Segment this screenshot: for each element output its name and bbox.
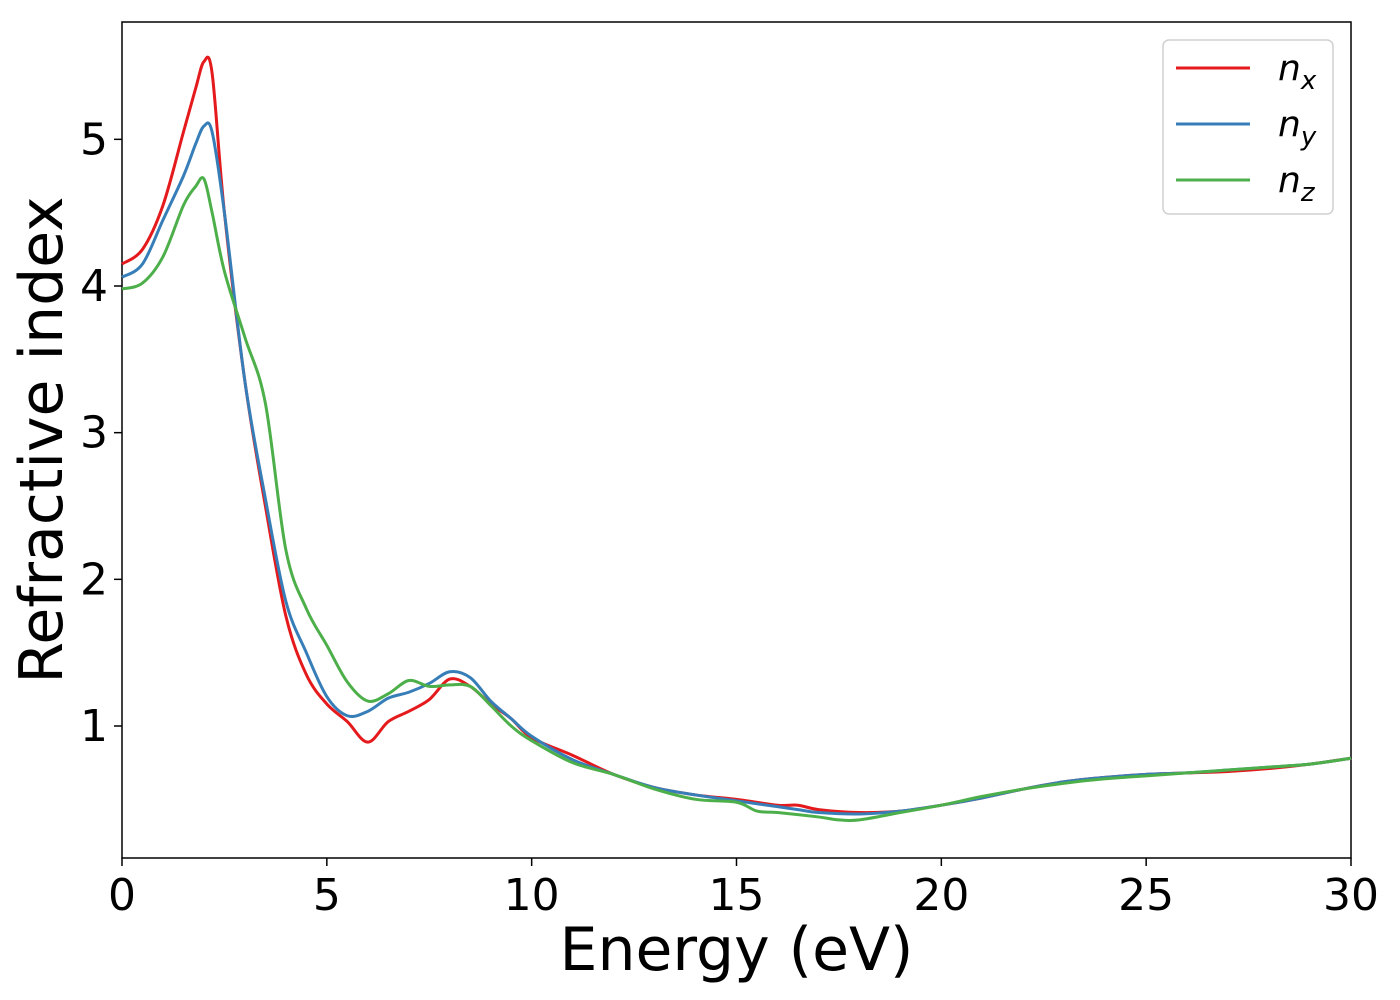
- x-tick-label: 30: [1323, 870, 1379, 921]
- y-axis-title: Refractive index: [7, 196, 77, 683]
- x-tick-label: 10: [504, 870, 560, 921]
- y-tick-label: 1: [80, 701, 108, 752]
- legend-box: [1162, 39, 1334, 215]
- y-tick-label: 3: [80, 408, 108, 459]
- legend-label-nz: nz: [1278, 160, 1316, 208]
- y-tick-label: 2: [80, 554, 108, 605]
- series-layer: [121, 55, 1352, 823]
- legend-label-ny: ny: [1278, 104, 1317, 152]
- plot-area: [121, 21, 1352, 859]
- x-tick-label: 5: [313, 870, 341, 921]
- series-line-nz: [121, 176, 1352, 823]
- x-tick-label: 20: [913, 870, 969, 921]
- y-tick-label: 4: [80, 261, 108, 312]
- legend-label-nx: nx: [1278, 48, 1317, 96]
- x-tick-label: 15: [709, 870, 765, 921]
- x-axis-ticks: 0 5 10 15 20 25 30: [108, 858, 1379, 921]
- x-tick-label: 25: [1118, 870, 1174, 921]
- x-axis-title: Energy (eV): [560, 915, 914, 985]
- x-tick-label: 0: [108, 870, 136, 921]
- y-axis-ticks: 1 2 3 4 5: [80, 114, 122, 752]
- legend: nx ny nz: [1162, 39, 1334, 215]
- y-tick-label: 5: [80, 114, 108, 165]
